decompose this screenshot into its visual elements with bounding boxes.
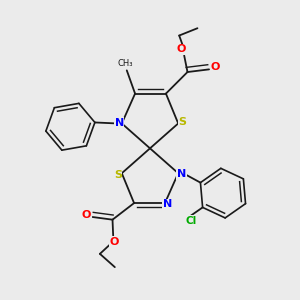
Text: S: S	[114, 170, 122, 180]
Text: O: O	[109, 237, 119, 247]
Text: O: O	[177, 44, 186, 55]
Text: O: O	[82, 210, 91, 220]
Text: O: O	[210, 62, 220, 72]
Text: N: N	[177, 169, 186, 179]
Text: S: S	[178, 117, 186, 127]
Text: CH₃: CH₃	[117, 59, 133, 68]
Text: N: N	[115, 118, 124, 128]
Text: N: N	[163, 199, 172, 209]
Text: Cl: Cl	[185, 216, 196, 226]
